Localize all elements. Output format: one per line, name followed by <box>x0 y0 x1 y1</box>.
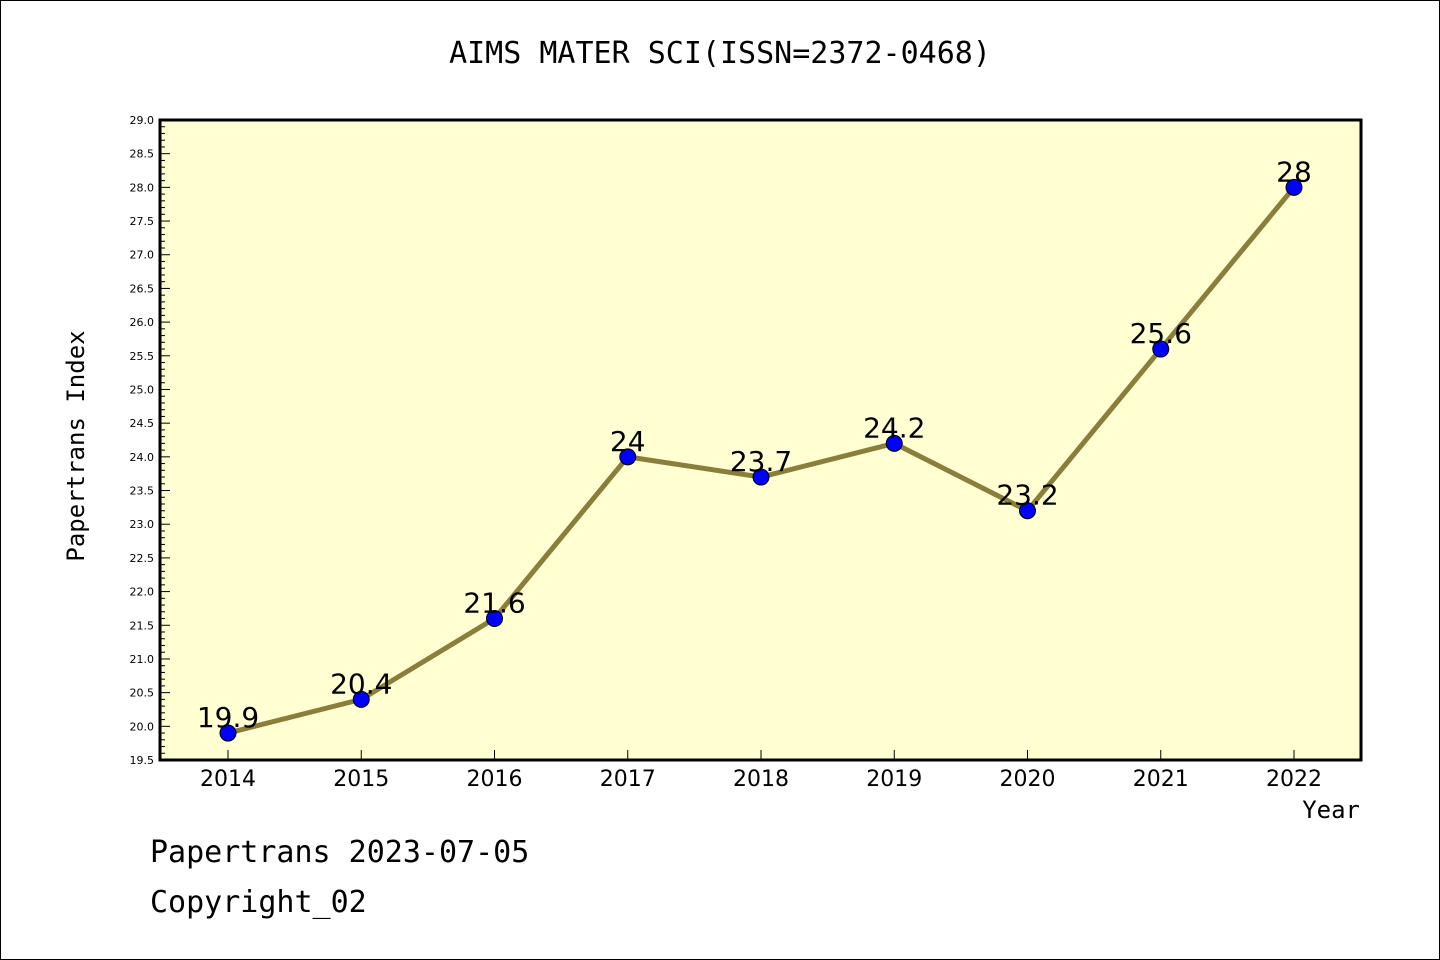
y-tick-label: 23.5 <box>130 485 155 498</box>
y-tick-label: 20.0 <box>130 720 155 733</box>
plot-background <box>158 118 1363 762</box>
x-axis-label: Year <box>1302 796 1360 824</box>
y-axis: 19.5 20.0 20.5 21.0 21.5 22.0 22.5 23.0 23.5 24.0… <box>130 114 170 767</box>
data-point <box>619 448 637 466</box>
data-label: 20.4 <box>330 667 392 700</box>
x-tick-label: 2020 <box>1000 767 1056 792</box>
y-tick-label: 28.5 <box>130 148 155 161</box>
data-point <box>486 610 503 628</box>
data-point <box>1285 178 1303 196</box>
x-tick-label: 2014 <box>200 767 256 792</box>
y-tick-label: 24.0 <box>130 451 155 464</box>
data-label: 25.6 <box>1130 317 1192 350</box>
data-label: 28 <box>1276 155 1312 188</box>
y-tick-label: 19.5 <box>130 754 155 767</box>
x-tick-label: 2022 <box>1266 767 1322 792</box>
y-tick-label: 28.0 <box>130 181 155 194</box>
x-tick-label: 2018 <box>733 767 789 792</box>
y-tick-label: 26.5 <box>130 282 155 295</box>
y-tick-label: 27.5 <box>130 215 155 228</box>
data-point <box>1152 340 1170 358</box>
data-point <box>752 468 770 486</box>
x-tick-label: 2017 <box>600 767 656 792</box>
plot-area <box>158 118 1363 762</box>
x-tick-label: 2019 <box>866 767 922 792</box>
y-tick-label: 21.0 <box>130 653 155 666</box>
y-tick-label: 23.0 <box>130 518 155 531</box>
x-tick-label: 2021 <box>1133 767 1189 792</box>
data-point <box>1019 502 1036 520</box>
x-tick-label: 2015 <box>333 767 389 792</box>
x-tick-label: 2016 <box>467 767 523 792</box>
data-point <box>885 434 903 452</box>
data-label: 23.2 <box>996 479 1058 512</box>
data-point <box>352 690 370 708</box>
y-tick-label: 24.5 <box>130 417 155 430</box>
data-label: 21.6 <box>463 587 525 620</box>
chart-title: AIMS MATER SCI(ISSN=2372-0468) <box>449 36 991 71</box>
y-tick-label: 27.0 <box>130 249 155 262</box>
data-label: 23.7 <box>730 445 792 478</box>
y-tick-label: 26.0 <box>130 316 155 329</box>
data-label: 24.2 <box>863 411 925 444</box>
footer-date: Papertrans 2023-07-05 <box>150 835 530 870</box>
data-label: 19.9 <box>197 701 259 734</box>
footer-copyright: Copyright_02 <box>150 885 367 920</box>
y-axis-label: Papertrans Index <box>62 330 90 562</box>
series-group: 19.9 20.4 21.6 24 23.7 24.2 23.2 25.6 28 <box>197 155 1312 742</box>
x-axis: 2014 2015 2016 2017 2018 2019 2020 2021 2022 <box>200 750 1322 792</box>
y-tick-label: 22.5 <box>130 552 155 565</box>
data-point <box>219 724 237 742</box>
y-tick-label: 25.0 <box>130 383 155 396</box>
y-tick-label: 29.0 <box>130 114 155 127</box>
y-tick-label: 22.0 <box>130 586 155 599</box>
data-label: 24 <box>610 425 646 458</box>
y-tick-label: 21.5 <box>130 619 155 632</box>
y-tick-label: 25.5 <box>130 350 155 363</box>
y-tick-label: 20.5 <box>130 687 155 700</box>
